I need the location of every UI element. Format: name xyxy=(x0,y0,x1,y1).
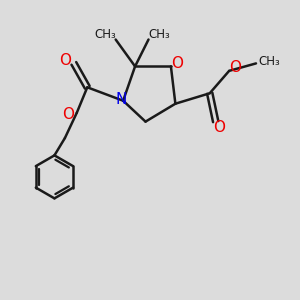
Text: CH₃: CH₃ xyxy=(94,28,116,40)
Text: O: O xyxy=(59,53,71,68)
Text: CH₃: CH₃ xyxy=(259,56,280,68)
Text: O: O xyxy=(229,60,241,75)
Text: N: N xyxy=(116,92,127,107)
Text: O: O xyxy=(213,120,225,135)
Text: O: O xyxy=(172,56,184,71)
Text: O: O xyxy=(62,107,74,122)
Text: CH₃: CH₃ xyxy=(148,28,170,40)
